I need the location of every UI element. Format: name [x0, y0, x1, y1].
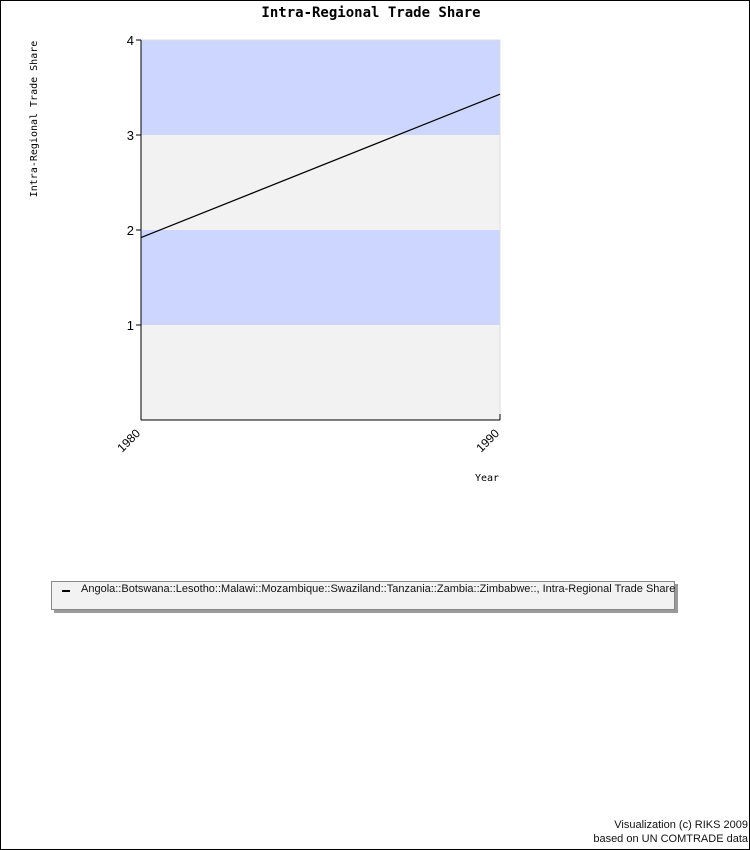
- plot-band: [141, 40, 500, 135]
- y-tick-label: 3: [127, 128, 134, 143]
- series-layer: [140, 93, 501, 239]
- legend-swatch: [62, 590, 70, 592]
- plot-background-bands: [140, 39, 501, 421]
- y-tick-label: 2: [127, 223, 134, 238]
- x-axis-label: Year: [475, 473, 499, 484]
- chart-title: Intra-Regional Trade Share: [261, 5, 480, 21]
- x-tick-label: 1980: [114, 426, 143, 455]
- plot-band: [141, 325, 500, 420]
- legend-label: Angola::Botswana::Lesotho::Malawi::Mozam…: [81, 583, 676, 595]
- axes: [136, 39, 501, 421]
- legend: Angola::Botswana::Lesotho::Malawi::Mozam…: [51, 581, 675, 610]
- credit-line-1: Visualization (c) RIKS 2009: [614, 819, 748, 831]
- y-axis-label: Intra-Regional Trade Share: [29, 41, 40, 198]
- x-tick-label: 1990: [473, 426, 502, 455]
- plot-band: [141, 230, 500, 325]
- y-tick-label: 1: [127, 318, 134, 333]
- y-tick-label: 4: [127, 33, 134, 48]
- credit-line-2: based on UN COMTRADE data: [593, 833, 748, 845]
- series-line: [140, 93, 501, 239]
